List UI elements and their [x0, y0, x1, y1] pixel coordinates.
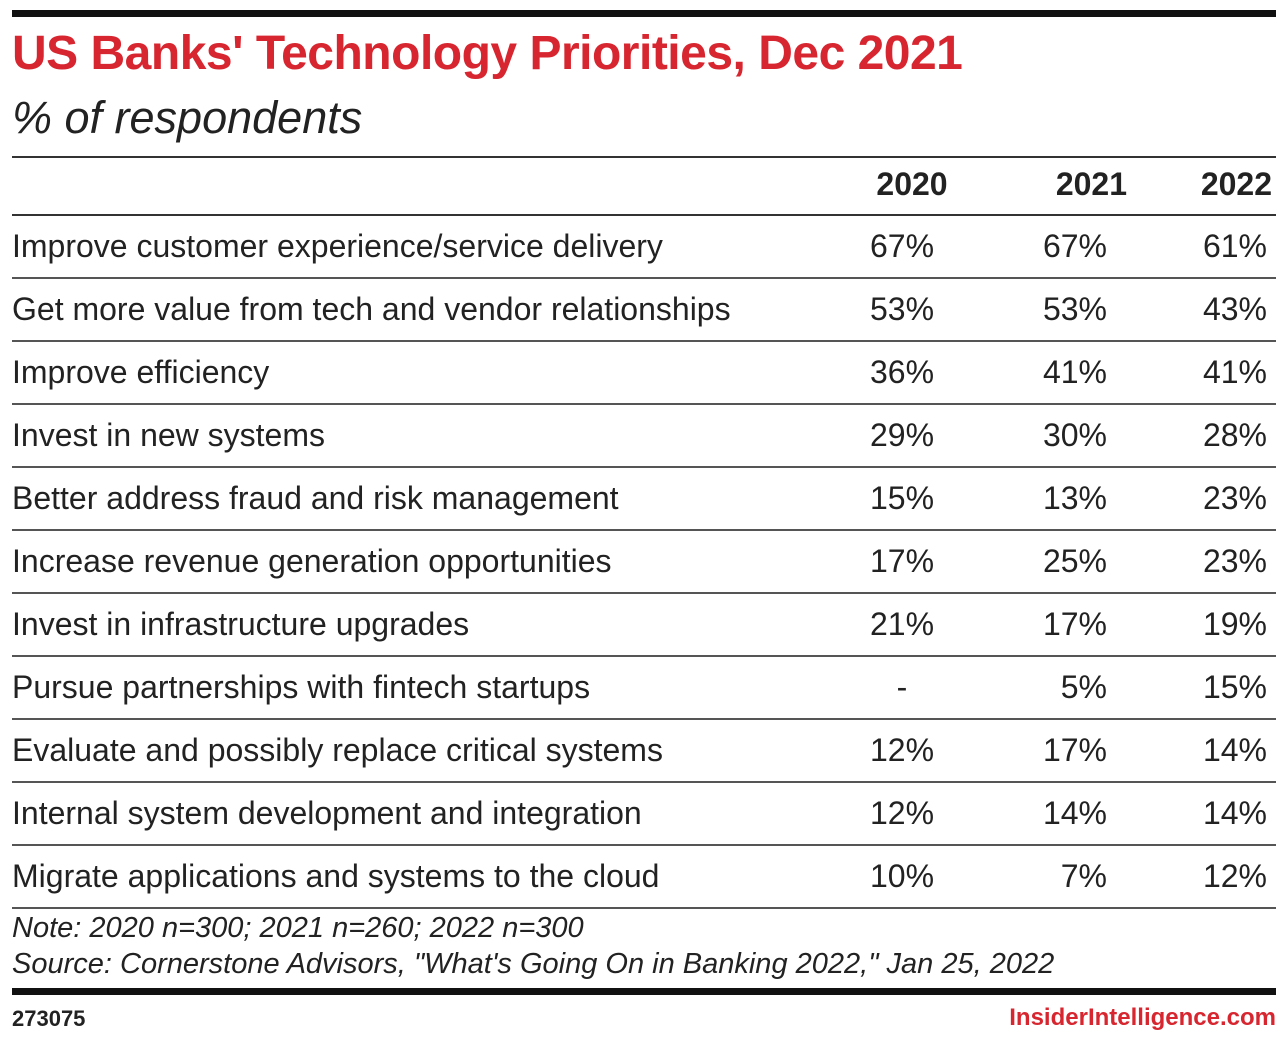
cell-2021: 7% — [1060, 858, 1107, 894]
cell-2022: 28% — [1202, 417, 1267, 453]
column-header-2021: 2021 — [1055, 166, 1127, 202]
chart-id: 273075 — [12, 1006, 86, 1031]
top-rule — [12, 10, 1276, 17]
cell-2022: 14% — [1202, 795, 1267, 831]
column-header-2020: 2020 — [876, 166, 948, 202]
cell-2022: 61% — [1202, 228, 1267, 264]
table-row: Pursue partnerships with fintech startup… — [12, 657, 1276, 720]
cell-2021: 17% — [1042, 606, 1107, 642]
table-row: Better address fraud and risk management… — [12, 468, 1276, 531]
cell-2021: 17% — [1042, 732, 1107, 768]
cell-2020: 17% — [869, 543, 935, 579]
cell-2022: 15% — [1202, 669, 1267, 705]
row-label: Pursue partnerships with fintech startup… — [12, 669, 591, 705]
chart-title: US Banks' Technology Priorities, Dec 202… — [12, 27, 963, 80]
table-row: Invest in new systems 29% 30% 28% — [12, 405, 1276, 468]
table-row: Get more value from tech and vendor rela… — [12, 279, 1276, 342]
cell-2021: 67% — [1042, 228, 1107, 264]
cell-2021: 25% — [1042, 543, 1107, 579]
bottom-rule — [12, 988, 1276, 995]
table-row: Increase revenue generation opportunitie… — [12, 531, 1276, 594]
cell-2022: 14% — [1202, 732, 1267, 768]
cell-2020: 10% — [869, 858, 935, 894]
cell-2022: 43% — [1202, 291, 1267, 327]
cell-2022: 12% — [1202, 858, 1267, 894]
row-label: Get more value from tech and vendor rela… — [12, 291, 731, 327]
row-label: Evaluate and possibly replace critical s… — [12, 732, 663, 768]
cell-2020: 12% — [869, 795, 935, 831]
row-label: Internal system development and integrat… — [12, 795, 642, 831]
cell-2021: 53% — [1042, 291, 1107, 327]
cell-2022: 19% — [1202, 606, 1267, 642]
table-header-row: 2020 2021 2022 — [12, 158, 1276, 216]
cell-2020: - — [896, 669, 908, 705]
row-label: Increase revenue generation opportunitie… — [12, 543, 612, 579]
table-row: Improve customer experience/service deli… — [12, 216, 1276, 279]
cell-2021: 41% — [1042, 354, 1107, 390]
table-row: Migrate applications and systems to the … — [12, 846, 1276, 909]
table-top-rule — [12, 156, 1276, 158]
cell-2020: 53% — [869, 291, 935, 327]
cell-2020: 29% — [869, 417, 935, 453]
cell-2021: 5% — [1060, 669, 1107, 705]
row-label: Invest in new systems — [12, 417, 325, 453]
cell-2020: 12% — [869, 732, 935, 768]
cell-2020: 21% — [869, 606, 935, 642]
cell-2021: 30% — [1042, 417, 1107, 453]
source-text: Source: Cornerstone Advisors, "What's Go… — [12, 948, 1055, 980]
chart-subtitle: % of respondents — [12, 92, 363, 143]
cell-2022: 23% — [1202, 480, 1267, 516]
row-label: Improve customer experience/service deli… — [12, 228, 663, 264]
cell-2022: 41% — [1202, 354, 1267, 390]
column-header-2022: 2022 — [1200, 166, 1272, 202]
table-row: Internal system development and integrat… — [12, 783, 1276, 846]
cell-2020: 15% — [869, 480, 935, 516]
row-label: Better address fraud and risk management — [12, 480, 619, 516]
row-label: Migrate applications and systems to the … — [12, 858, 660, 894]
table-body: Improve customer experience/service deli… — [12, 216, 1276, 909]
cell-2021: 13% — [1042, 480, 1107, 516]
table-row: Invest in infrastructure upgrades 21% 17% 1… — [12, 594, 1276, 657]
cell-2021: 14% — [1042, 795, 1107, 831]
brand-link[interactable]: InsiderIntelligence.com — [1009, 1004, 1276, 1031]
row-label: Improve efficiency — [12, 354, 270, 390]
cell-2020: 36% — [869, 354, 935, 390]
note-text: Note: 2020 n=300; 2021 n=260; 2022 n=300 — [12, 912, 584, 944]
table-row: Improve efficiency 36% 41% 41% — [12, 342, 1276, 405]
row-label: Invest in infrastructure upgrades — [12, 606, 470, 642]
cell-2022: 23% — [1202, 543, 1267, 579]
cell-2020: 67% — [869, 228, 935, 264]
table-row: Evaluate and possibly replace critical s… — [12, 720, 1276, 783]
